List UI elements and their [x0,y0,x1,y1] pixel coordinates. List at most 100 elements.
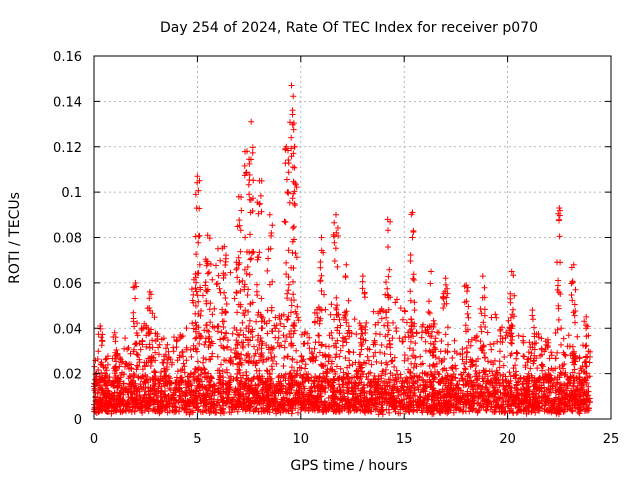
roti-point [319,352,326,359]
roti-point [365,408,372,415]
roti-point [445,408,452,415]
roti-point [97,323,104,329]
roti-point [290,93,297,100]
x-tick-label: 0 [90,432,98,447]
roti-point [249,397,256,404]
roti-point [479,273,486,280]
roti-point [370,308,377,315]
y-tick-label: 0.04 [53,322,82,337]
roti-point [274,339,281,346]
roti-point [249,326,256,333]
roti-point [476,393,483,400]
roti-point [209,311,216,318]
roti-point [409,209,416,216]
roti-point [401,357,408,364]
roti-point [243,352,250,359]
roti-point [276,380,283,387]
roti-point [438,376,445,383]
roti-point [429,362,436,369]
roti-point [282,219,289,226]
roti-point [372,349,379,356]
roti-point [571,312,578,319]
roti-point [256,201,263,208]
roti-point [581,369,587,375]
roti-point [477,338,484,345]
roti-point [530,316,536,323]
roti-point [464,326,471,333]
roti-point [216,285,223,292]
roti-point [149,396,155,403]
roti-point [554,374,561,381]
roti-point [548,349,555,356]
roti-point [138,399,145,406]
roti-point [406,345,413,352]
roti-point [568,292,575,298]
roti-point [289,164,296,171]
roti-point [384,285,391,292]
roti-point [248,118,255,125]
roti-point [407,297,414,304]
roti-point [205,344,212,351]
roti-point [442,275,449,282]
roti-point [268,307,275,314]
roti-point [355,385,361,392]
roti-point [331,377,337,384]
roti-point [508,268,515,275]
roti-point [196,335,203,342]
roti-point [344,364,351,371]
roti-point [529,312,536,319]
roti-point [496,364,503,371]
roti-point [432,335,439,342]
y-tick-label: 0.14 [53,95,82,110]
roti-point [111,355,118,362]
roti-point [385,391,392,398]
roti-point [440,295,447,302]
roti-point [350,387,357,394]
roti-point [290,291,297,298]
roti-point [583,392,590,399]
roti-point [571,301,578,308]
roti-point [218,406,225,413]
roti-point [302,407,309,414]
roti-point [452,391,459,398]
roti-point [545,395,552,402]
roti-point [322,388,329,395]
roti-point [288,364,295,371]
roti-point [524,398,531,405]
roti-point [165,377,172,384]
roti-point [376,399,383,406]
roti-point [207,373,214,380]
roti-point [496,405,503,412]
roti-point [179,377,185,384]
roti-point [385,327,392,334]
roti-point [276,343,283,350]
roti-point [554,349,561,356]
roti-point [265,255,272,262]
roti-point [472,367,479,374]
roti-point [583,325,590,332]
roti-point [211,324,218,331]
roti-point [259,315,266,321]
roti-point [215,272,222,279]
roti-point [143,332,150,339]
roti-point [288,145,295,152]
roti-point [531,346,538,353]
roti-point [308,374,315,381]
roti-point [288,334,294,341]
roti-point [380,379,387,386]
roti-point [216,399,222,406]
roti-point [223,400,230,407]
roti-point [319,362,326,369]
roti-point [567,394,574,401]
roti-point [479,347,486,354]
roti-point [285,274,292,280]
roti-point [384,291,391,298]
roti-point [492,311,499,318]
roti-point [497,338,504,345]
roti-point [147,307,154,314]
roti-point [146,345,153,351]
roti-point [365,376,371,383]
roti-point [262,386,269,392]
roti-point [144,375,150,382]
roti-point [406,408,413,415]
